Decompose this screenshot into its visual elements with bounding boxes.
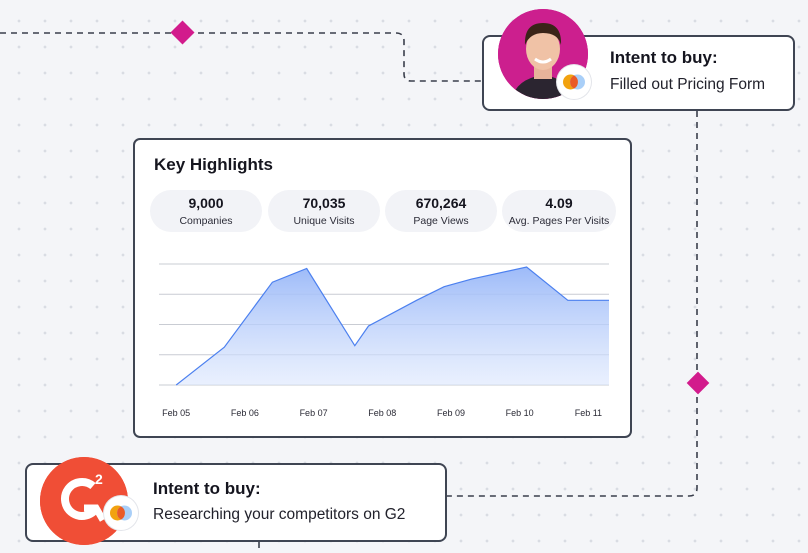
- x-tick-label: Feb 11: [575, 408, 602, 418]
- area-chart: Feb 05 Feb 06 Feb 07 Feb 08 Feb 09 Feb 10 Feb …: [159, 263, 609, 418]
- svg-text:2: 2: [95, 471, 103, 487]
- stat-label: Page Views: [413, 215, 469, 227]
- stat-label: Unique Visits: [293, 215, 355, 227]
- stat-value: 4.09: [545, 195, 573, 211]
- card-title: Key Highlights: [154, 155, 274, 174]
- overlapping-circles-logo-icon: [557, 65, 591, 99]
- stat-value: 9,000: [188, 195, 224, 211]
- stat-avg-pages: 4.09 Avg. Pages Per Visits: [502, 190, 616, 232]
- overlapping-circles-logo-icon: [104, 496, 138, 530]
- diamond-marker-top: [170, 20, 195, 45]
- area-fill: [176, 267, 609, 385]
- x-tick-label: Feb 05: [162, 408, 190, 418]
- x-tick-label: Feb 06: [231, 408, 259, 418]
- diamond-marker-right: [686, 371, 710, 395]
- connector-top-line: [0, 32, 482, 82]
- intent-subtitle: Filled out Pricing Form: [610, 76, 766, 93]
- stat-value: 670,264: [415, 195, 467, 211]
- connector-right-line: [447, 111, 698, 497]
- stat-label: Avg. Pages Per Visits: [508, 215, 610, 227]
- key-highlights-card: Key Highlights 9,000 Companies 70,035 Un…: [133, 138, 632, 438]
- stat-page-views: 670,264 Page Views: [385, 190, 497, 232]
- stat-value: 70,035: [302, 195, 346, 211]
- series-line: [175, 266, 609, 386]
- x-tick-label: Feb 08: [368, 408, 396, 418]
- x-tick-label: Feb 09: [437, 408, 465, 418]
- stat-unique-visits: 70,035 Unique Visits: [268, 190, 380, 232]
- intent-title: Intent to buy:: [153, 479, 261, 498]
- g2-logo-icon: 2: [40, 457, 128, 545]
- stat-label: Companies: [179, 215, 233, 227]
- x-tick-label: Feb 10: [506, 408, 534, 418]
- stat-companies: 9,000 Companies: [150, 190, 262, 232]
- intent-title: Intent to buy:: [610, 48, 718, 67]
- person-avatar-icon: [498, 9, 588, 99]
- intent-subtitle: Researching your competitors on G2: [153, 506, 406, 523]
- x-tick-label: Feb 07: [300, 408, 328, 418]
